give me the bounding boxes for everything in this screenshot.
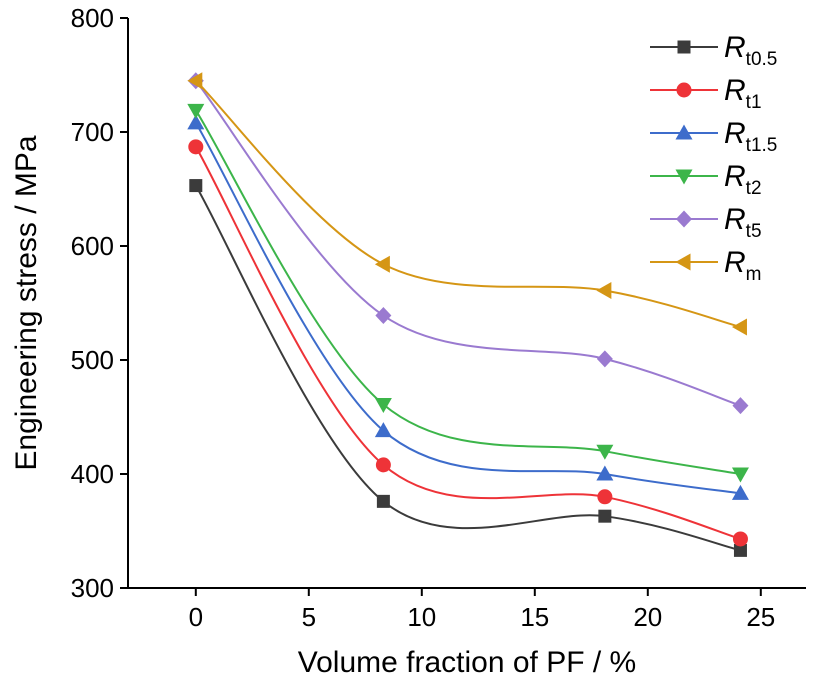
- legend-marker: [677, 40, 691, 54]
- data-point: [731, 318, 747, 336]
- series-line: [194, 185, 741, 552]
- y-tick-label: 500: [71, 345, 114, 375]
- series-line: [195, 80, 741, 407]
- data-point: [731, 484, 749, 500]
- legend-label-main: R: [724, 160, 746, 193]
- legend-label-main: R: [724, 117, 746, 150]
- legend-label: Rt1.5: [724, 117, 777, 156]
- data-point: [598, 509, 612, 523]
- y-tick-label: 700: [71, 117, 114, 147]
- legend-item: Rt2: [650, 160, 762, 199]
- axes-layer: [127, 18, 806, 589]
- data-point: [596, 444, 614, 460]
- legend-label-sub: t0.5: [746, 49, 778, 70]
- legend-marker: [676, 82, 692, 98]
- data-point: [187, 114, 205, 130]
- data-point: [596, 281, 612, 299]
- data-point: [733, 543, 747, 557]
- series-line: [194, 109, 741, 475]
- legend-label-sub: t2: [746, 178, 762, 199]
- legend-label: Rt5: [724, 203, 762, 242]
- x-tick-label: 10: [407, 602, 436, 632]
- legend-label-sub: t5: [746, 221, 762, 242]
- data-point: [188, 139, 204, 155]
- data-point: [597, 489, 613, 505]
- y-tick-label: 600: [71, 231, 114, 261]
- x-tick-label: 5: [302, 602, 316, 632]
- legend-marker: [675, 253, 691, 271]
- legend-item: Rt0.5: [650, 31, 777, 70]
- x-ticks: 0 5 10 15 20 25: [189, 588, 775, 632]
- data-point: [187, 72, 203, 90]
- legend-label: Rm: [724, 246, 762, 285]
- legend-label-sub: t1.5: [746, 135, 778, 156]
- data-point: [375, 307, 392, 325]
- legend-marker: [675, 124, 693, 140]
- legend-marker: [675, 169, 693, 185]
- series-layer: [187, 72, 749, 557]
- data-point: [375, 457, 391, 473]
- data-point: [732, 397, 749, 415]
- x-tick-label: 15: [520, 602, 549, 632]
- y-tick-label: 400: [71, 459, 114, 489]
- data-point: [596, 465, 614, 481]
- x-axis-title: Volume fraction of PF / %: [298, 646, 636, 679]
- legend-label-main: R: [724, 203, 746, 236]
- legend-label-main: R: [724, 31, 746, 64]
- series-Rt2: [187, 103, 749, 483]
- legend-item: Rt5: [650, 203, 762, 242]
- y-axis-title: Engineering stress / MPa: [10, 135, 43, 470]
- data-point: [376, 494, 390, 508]
- legend-label-sub: m: [746, 264, 762, 285]
- data-point: [731, 467, 749, 483]
- legend-label: Rt2: [724, 160, 762, 199]
- legend-item: Rt1.5: [650, 117, 777, 156]
- legend-label-main: R: [724, 74, 746, 107]
- data-point: [596, 350, 613, 368]
- legend-label-main: R: [724, 246, 746, 279]
- data-point: [374, 397, 392, 413]
- series-Rm: [187, 72, 747, 336]
- legend-item: Rt1: [650, 74, 762, 113]
- x-tick-label: 25: [746, 602, 775, 632]
- data-point: [189, 179, 203, 193]
- y-tick-label: 800: [71, 3, 114, 33]
- series-line: [195, 79, 741, 328]
- series-line: [194, 146, 741, 540]
- series-Rt1.5: [187, 114, 749, 500]
- x-tick-label: 0: [189, 602, 203, 632]
- data-point: [732, 531, 748, 547]
- series-Rt1: [188, 139, 748, 547]
- data-point: [374, 422, 392, 438]
- series-line: [194, 122, 741, 495]
- legend-item: Rm: [650, 246, 762, 285]
- legend-label: Rt0.5: [724, 31, 777, 70]
- series-Rt5: [187, 72, 749, 415]
- legend-label-sub: t1: [746, 92, 762, 113]
- data-point: [187, 103, 205, 119]
- y-ticks: 300 400 500 600 700 800: [71, 3, 128, 603]
- legend-label: Rt1: [724, 74, 762, 113]
- data-point: [374, 255, 390, 273]
- series-Rt0.5: [189, 179, 747, 557]
- legend-marker: [676, 210, 692, 228]
- y-tick-label: 300: [71, 573, 114, 603]
- x-tick-label: 20: [633, 602, 662, 632]
